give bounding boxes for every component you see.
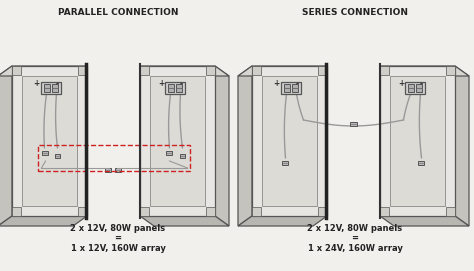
Bar bbox=[42, 82, 62, 94]
Polygon shape bbox=[455, 66, 469, 226]
Polygon shape bbox=[238, 66, 252, 226]
Bar bbox=[419, 161, 425, 165]
Bar bbox=[165, 82, 185, 94]
Bar bbox=[106, 168, 111, 172]
Polygon shape bbox=[238, 66, 327, 76]
Bar bbox=[78, 207, 87, 216]
Text: -: - bbox=[420, 79, 423, 89]
Bar bbox=[446, 207, 455, 216]
Text: +: + bbox=[158, 79, 164, 89]
Text: SERIES CONNECTION: SERIES CONNECTION bbox=[302, 8, 408, 17]
Polygon shape bbox=[0, 216, 87, 226]
Bar bbox=[78, 66, 87, 75]
Bar bbox=[166, 151, 173, 155]
Polygon shape bbox=[380, 216, 469, 226]
Bar bbox=[180, 154, 185, 158]
Bar bbox=[12, 66, 21, 75]
Bar bbox=[140, 66, 215, 216]
Bar bbox=[318, 66, 327, 75]
Text: +: + bbox=[33, 79, 40, 89]
Bar bbox=[53, 84, 58, 92]
Bar bbox=[22, 76, 77, 206]
Text: -: - bbox=[56, 79, 59, 89]
Bar bbox=[168, 84, 174, 92]
Bar bbox=[12, 207, 21, 216]
Text: +: + bbox=[273, 79, 280, 89]
Bar bbox=[380, 207, 389, 216]
Bar bbox=[252, 66, 327, 216]
Text: +: + bbox=[398, 79, 405, 89]
Bar bbox=[252, 207, 261, 216]
Bar bbox=[38, 145, 191, 171]
Text: =: = bbox=[352, 234, 358, 243]
Bar bbox=[380, 66, 389, 75]
Bar bbox=[55, 154, 60, 158]
Bar bbox=[140, 66, 149, 75]
Bar bbox=[45, 84, 51, 92]
Bar bbox=[350, 122, 357, 127]
Text: =: = bbox=[115, 234, 121, 243]
Bar bbox=[284, 84, 291, 92]
Bar bbox=[206, 207, 215, 216]
Bar bbox=[12, 66, 87, 216]
Text: 1 x 24V, 160W array: 1 x 24V, 160W array bbox=[308, 244, 402, 253]
Bar bbox=[176, 84, 182, 92]
Bar bbox=[43, 151, 48, 155]
Bar bbox=[283, 161, 289, 165]
Text: -: - bbox=[296, 79, 299, 89]
Polygon shape bbox=[0, 66, 12, 226]
Text: 2 x 12V, 80W panels: 2 x 12V, 80W panels bbox=[308, 224, 402, 233]
Bar bbox=[318, 207, 327, 216]
Text: 2 x 12V, 80W panels: 2 x 12V, 80W panels bbox=[71, 224, 165, 233]
Polygon shape bbox=[380, 66, 469, 76]
Polygon shape bbox=[140, 216, 229, 226]
Bar bbox=[282, 82, 301, 94]
Bar bbox=[150, 76, 205, 206]
Text: 1 x 12V, 160W array: 1 x 12V, 160W array bbox=[71, 244, 165, 253]
Bar bbox=[252, 66, 261, 75]
Bar bbox=[140, 207, 149, 216]
Bar bbox=[417, 84, 422, 92]
Polygon shape bbox=[140, 66, 229, 76]
Polygon shape bbox=[215, 66, 229, 226]
Bar bbox=[405, 82, 426, 94]
Text: -: - bbox=[180, 79, 183, 89]
Bar bbox=[206, 66, 215, 75]
Bar bbox=[390, 76, 445, 206]
Bar bbox=[446, 66, 455, 75]
Polygon shape bbox=[238, 216, 327, 226]
Text: PARALLEL CONNECTION: PARALLEL CONNECTION bbox=[58, 8, 178, 17]
Bar bbox=[292, 84, 299, 92]
Bar bbox=[409, 84, 414, 92]
Polygon shape bbox=[0, 66, 87, 76]
Bar bbox=[262, 76, 317, 206]
Bar bbox=[380, 66, 455, 216]
Bar bbox=[116, 168, 121, 172]
